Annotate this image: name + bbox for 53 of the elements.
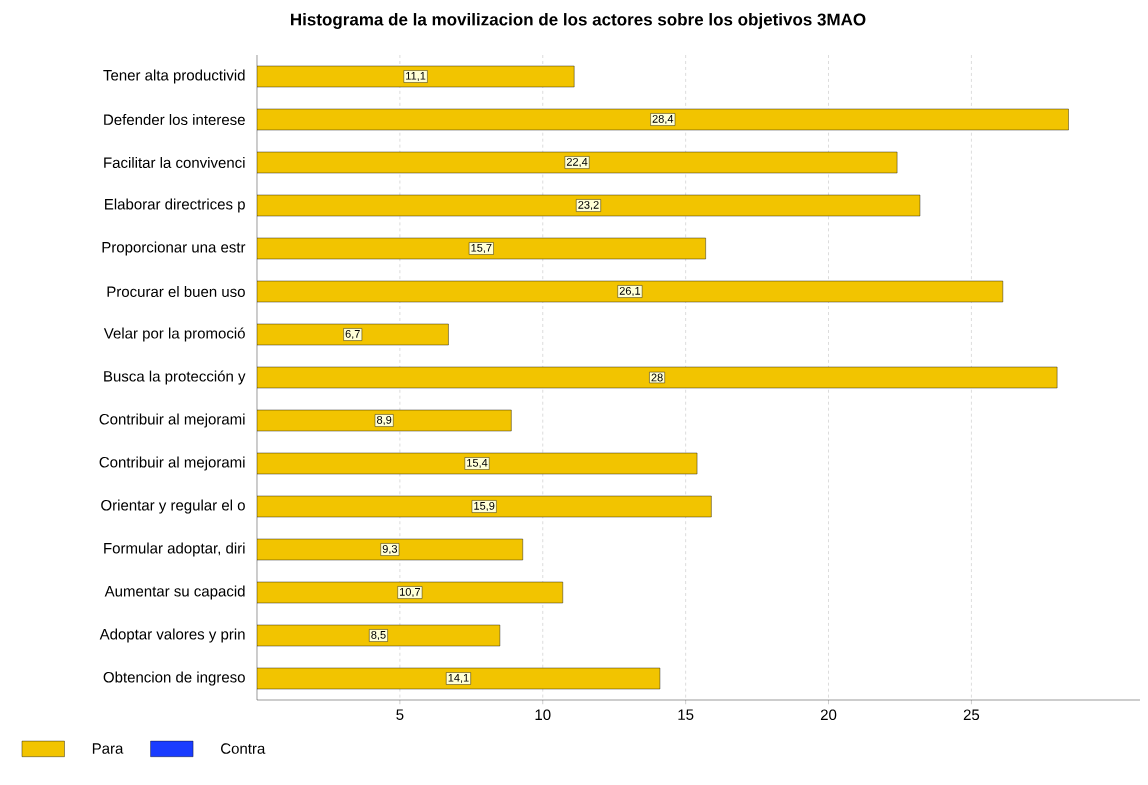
data-label: 9,3 (382, 544, 398, 555)
bar (257, 194, 921, 217)
bar (257, 237, 706, 260)
data-label: 8,9 (377, 415, 392, 426)
bar (257, 452, 698, 475)
y-tick-label: Orientar y regular el o (101, 499, 245, 514)
x-tick-label: 25 (963, 709, 980, 721)
y-tick-label: Defender los interese (104, 113, 245, 125)
y-tick-label: Obtencion de ingreso (103, 671, 245, 686)
data-label: 15,9 (474, 501, 495, 512)
bar (257, 151, 898, 174)
bar (257, 65, 575, 88)
y-tick-label: Procurar el buen uso (107, 285, 245, 298)
y-tick-label: Proporcionar una estr (102, 241, 246, 256)
data-label: 23,2 (578, 200, 599, 211)
x-tick-label: 20 (820, 709, 837, 721)
y-tick-label: Aumentar su capacid (104, 585, 245, 600)
bar (257, 495, 712, 518)
bar (257, 581, 563, 604)
bar (257, 667, 661, 690)
y-tick-label: Contribuir al mejorami (99, 456, 245, 471)
bar (257, 280, 1004, 303)
bar (257, 538, 523, 561)
y-tick-label: Busca la protección y (104, 370, 246, 385)
x-tick-label: 10 (535, 709, 551, 721)
data-label: 11,1 (406, 72, 426, 81)
y-tick-label: Contribuir al mejorami (99, 413, 245, 428)
data-label: 6,7 (345, 329, 360, 340)
data-label: 26,1 (619, 286, 641, 297)
data-label: 15,4 (467, 459, 488, 468)
bar (257, 366, 1058, 389)
y-tick-label: Velar por la promoció (103, 327, 245, 342)
y-tick-label: Adoptar valores y prin (99, 628, 245, 643)
bar (257, 624, 501, 647)
y-tick-label: Formular adoptar, diri (104, 542, 245, 557)
y-tick-label: Elaborar directrices p (105, 198, 245, 213)
data-label: 8,5 (371, 630, 386, 641)
legend-label: Contra (221, 743, 266, 754)
x-tick-label: 15 (678, 709, 694, 720)
bar (257, 409, 512, 432)
y-tick-label: Tener alta productivid (103, 69, 245, 84)
bar (257, 323, 449, 346)
data-label: 28 (651, 373, 663, 382)
y-tick-label: Facilitar la convivenci (104, 156, 245, 169)
data-label: 15,7 (471, 244, 492, 253)
data-label: 14,1 (448, 674, 469, 683)
data-label: 10,7 (400, 587, 421, 598)
chart-title: Histograma de la movilizacion de los actores sobre los objetivos 3MAO (291, 13, 866, 29)
bar (257, 108, 1069, 131)
data-label: 22,4 (566, 157, 588, 168)
legend-label: Para (92, 743, 124, 754)
data-label: 28,4 (652, 114, 674, 125)
x-tick-label: 5 (396, 709, 404, 720)
